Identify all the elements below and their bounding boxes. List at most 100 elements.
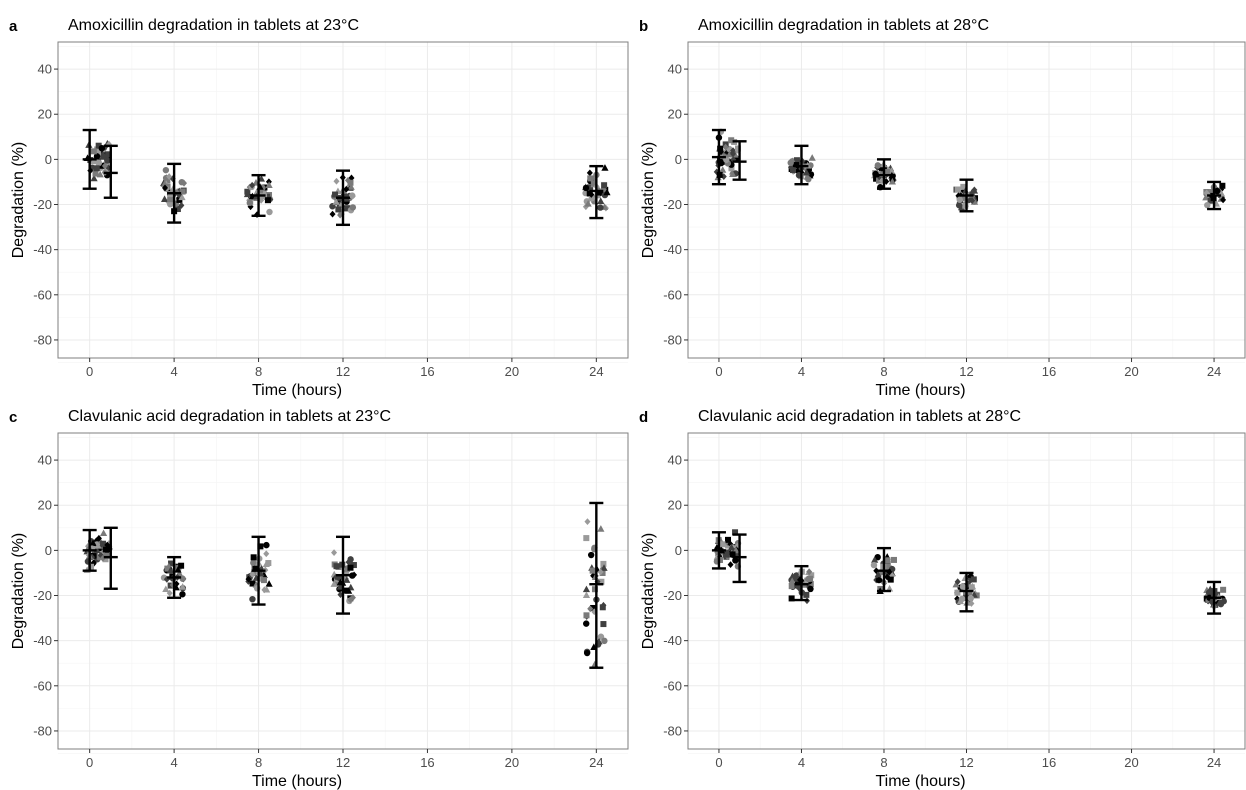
data-point-square <box>102 546 109 553</box>
x-tick-label: 20 <box>505 755 519 770</box>
data-point-triangle <box>98 153 107 160</box>
data-point-square <box>332 191 339 198</box>
y-tick-label: -20 <box>663 197 682 212</box>
data-point-square <box>808 572 815 579</box>
data-point-square <box>90 148 97 155</box>
x-tick-label: 0 <box>86 364 93 379</box>
data-point-square <box>164 565 171 572</box>
data-point-circle <box>250 559 257 567</box>
data-point-circle <box>601 637 608 645</box>
data-point-triangle <box>160 195 169 202</box>
data-points <box>713 529 1227 611</box>
data-point-circle <box>870 561 878 569</box>
y-tick-label: -20 <box>33 588 52 603</box>
data-point-square <box>95 142 102 149</box>
data-point-square <box>334 580 341 587</box>
data-point-diamond <box>727 561 734 569</box>
data-point-triangle <box>600 564 608 571</box>
data-point-triangle <box>99 529 108 537</box>
data-point-triangle <box>179 583 187 590</box>
panel-title: Amoxicillin degradation in tablets at 23… <box>68 17 359 34</box>
x-tick-label: 24 <box>589 364 603 379</box>
data-point-diamond <box>249 181 256 189</box>
axis-ticks: 0 4 8 12 16 20 24 -80 -60 -40 -20 0 20 40 <box>663 62 1221 379</box>
x-tick-label: 4 <box>170 364 177 379</box>
data-point-square <box>164 177 171 184</box>
x-tick-label: 20 <box>505 364 519 379</box>
y-tick-label: 20 <box>668 107 682 122</box>
data-point-diamond <box>806 568 813 576</box>
data-point-triangle <box>262 560 270 568</box>
data-point-square <box>962 202 969 209</box>
y-tick-label: 0 <box>45 543 52 558</box>
y-tick-label: -60 <box>663 678 682 693</box>
data-point-square <box>589 567 596 574</box>
data-point-square <box>174 206 181 213</box>
panel-title: Clavulanic acid degradation in tablets a… <box>68 408 391 425</box>
data-point-diamond <box>587 605 594 613</box>
y-tick-label: -80 <box>33 723 52 738</box>
data-point-diamond <box>968 600 975 607</box>
data-point-circle <box>1213 187 1221 195</box>
panel-d: 0 4 8 12 16 20 24 -80 -60 -40 -20 0 20 40 Time (hours)… <box>639 408 1246 790</box>
data-point-diamond <box>337 211 344 219</box>
x-tick-label: 8 <box>255 755 262 770</box>
data-point-square <box>88 563 95 570</box>
data-point-square <box>343 587 350 594</box>
data-point-triangle <box>888 171 896 179</box>
data-point-square <box>93 165 100 172</box>
data-point-triangle <box>597 197 605 204</box>
data-point-triangle <box>94 542 102 549</box>
data-point-triangle <box>888 177 896 185</box>
data-point-square <box>803 591 810 598</box>
y-tick-label: -60 <box>33 287 52 302</box>
x-tick-label: 12 <box>959 364 973 379</box>
panel-a: 0 4 8 12 16 20 24 -80 -60 -40 -20 0 20 40 Time (hours)… <box>9 17 629 399</box>
y-tick-label: -40 <box>33 242 52 257</box>
data-point-square <box>807 581 814 588</box>
data-point-square <box>970 576 977 583</box>
x-axis-title: Time (hours) <box>875 382 965 399</box>
data-point-triangle <box>265 181 273 188</box>
data-point-square <box>95 150 102 157</box>
data-point-square <box>583 612 590 619</box>
data-point-square <box>599 604 606 611</box>
y-axis-title: Degradation (%) <box>10 142 27 259</box>
data-point-triangle <box>347 183 355 190</box>
y-tick-label: -80 <box>663 332 682 347</box>
y-tick-label: -60 <box>33 678 52 693</box>
data-point-circle <box>967 594 974 602</box>
panel-c: 0 4 8 12 16 20 24 -80 -60 -40 -20 0 20 40 Time (hours)… <box>9 408 629 790</box>
data-point-square <box>734 145 741 152</box>
data-point-square <box>591 586 598 593</box>
data-point-square <box>104 151 111 158</box>
data-point-diamond <box>584 518 591 526</box>
data-point-square <box>178 562 185 569</box>
data-point-square <box>264 193 271 200</box>
data-point-triangle <box>265 580 273 587</box>
data-point-square <box>179 188 186 195</box>
data-point-square <box>973 592 980 599</box>
data-point-triangle <box>729 170 737 178</box>
data-point-circle <box>1204 201 1211 209</box>
data-point-diamond <box>178 202 185 209</box>
x-tick-label: 0 <box>715 364 722 379</box>
data-point-diamond <box>176 191 183 199</box>
data-point-diamond <box>884 573 891 581</box>
data-point-square <box>265 560 272 567</box>
data-point-triangle <box>582 591 591 599</box>
x-tick-label: 12 <box>336 755 350 770</box>
data-point-circle <box>93 153 101 160</box>
data-point-triangle <box>871 556 879 563</box>
data-point-triangle <box>584 200 592 207</box>
data-point-diamond <box>166 589 173 597</box>
data-point-circle <box>179 591 186 598</box>
data-point-circle <box>249 595 256 603</box>
data-point-diamond <box>597 568 604 576</box>
x-tick-label: 0 <box>715 755 722 770</box>
data-point-square <box>167 196 174 203</box>
data-points <box>83 139 611 219</box>
data-point-square <box>347 564 354 571</box>
y-tick-label: 0 <box>675 543 682 558</box>
